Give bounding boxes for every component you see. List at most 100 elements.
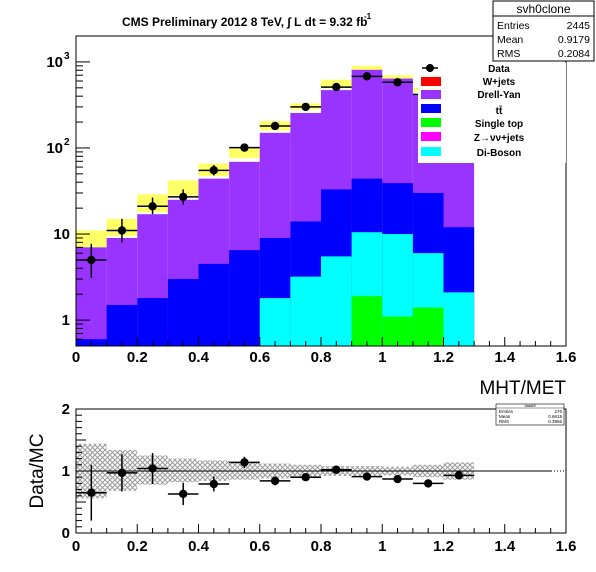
mc-uncertainty-bin — [229, 147, 260, 159]
ratio-x-tick-label: 0.2 — [127, 538, 148, 555]
ratio-x-tick-label: 1 — [378, 538, 386, 555]
ratio-point — [137, 453, 168, 485]
ratio-point — [167, 482, 199, 506]
stats-rms-value: 0.2084 — [558, 48, 590, 60]
stack-bar — [351, 296, 383, 346]
ratio-point — [106, 454, 138, 492]
x-axis-label: MHT/MET — [479, 378, 566, 399]
ratio-y-axis-label: Data/MC — [27, 434, 48, 509]
svg-text:W+jets: W+jets — [483, 77, 516, 88]
stack-bar — [229, 250, 260, 346]
stack-bar — [412, 307, 444, 346]
stats-mean-label: Mean — [497, 34, 523, 46]
ratio-x-tick-label: 0.6 — [249, 538, 270, 555]
legend-entry-drell-yan: Drell-Yan — [421, 90, 521, 101]
ratio-plot: 0 0.2 0.4 0.6 0.8 1 1.2 1.4 1.6 0 1 2 — [62, 401, 577, 555]
y-tick-label: 10 — [53, 226, 70, 243]
data-point — [76, 243, 107, 278]
y-tick-exponent: 3 — [64, 51, 70, 62]
ratio-x-tick-label: 0.4 — [188, 538, 210, 555]
mc-uncertainty-bin — [351, 65, 383, 72]
x-tick-label: 0 — [72, 349, 80, 366]
ratio-point — [76, 464, 107, 521]
ratio-stats-box: dataM Entries 276 Mean 0.6619 RMS 0.3966 — [495, 403, 565, 426]
legend: Data W+jets Drell-Yan tt̄ Single top Z→ν… — [418, 63, 566, 163]
mc-stack — [76, 69, 475, 347]
stats-mean-value: 0.9179 — [558, 34, 590, 46]
svg-text:Di-Boson: Di-Boson — [477, 148, 521, 159]
stats-entries-label: Entries — [497, 20, 530, 32]
stack-bar — [198, 263, 230, 346]
ratio-uncertainty-bin — [167, 458, 199, 483]
ratio-y-axis: 0 1 2 — [62, 401, 90, 542]
legend-entry-single-top: Single top — [421, 118, 523, 130]
data-point — [137, 197, 168, 215]
stack-bar — [321, 256, 352, 346]
data-point — [290, 102, 321, 112]
svg-text:Single top: Single top — [475, 119, 523, 130]
ratio-point — [351, 472, 383, 481]
x-tick-label: 1 — [378, 349, 386, 366]
legend-entry-data: Data — [422, 64, 510, 75]
x-tick-label: 0.4 — [188, 349, 210, 366]
stack-bar — [106, 304, 138, 346]
ratio-point — [290, 473, 321, 482]
stack-bar — [137, 298, 168, 346]
ratio-point — [259, 476, 291, 486]
ratio-x-tick-label: 1.4 — [494, 538, 516, 555]
ratio-point — [443, 471, 475, 480]
chart-title-superscript: -1 — [364, 12, 372, 21]
svg-text:Drell-Yan: Drell-Yan — [477, 90, 520, 101]
stats-entries-value: 2445 — [567, 20, 591, 32]
ratio-y-tick-label: 1 — [62, 463, 70, 480]
x-tick-label: 1.6 — [556, 349, 577, 366]
ratio-x-axis: 0 0.2 0.4 0.6 0.8 1 1.2 1.4 1.6 — [72, 524, 577, 555]
mc-uncertainty-bin — [167, 180, 199, 196]
stack-bar — [259, 298, 291, 346]
x-tick-label: 1.2 — [433, 349, 454, 366]
svg-text:dataM: dataM — [524, 403, 535, 408]
stack-bar — [290, 276, 321, 346]
ratio-point — [412, 479, 444, 488]
svg-text:276: 276 — [554, 409, 562, 414]
svg-text:RMS: RMS — [499, 419, 509, 424]
legend-entry-ttbar: tt̄ — [421, 104, 503, 117]
data-point — [321, 82, 352, 92]
data-point — [198, 164, 230, 176]
ratio-point — [382, 474, 413, 484]
x-tick-label: 0.8 — [311, 349, 332, 366]
x-tick-label: 0.6 — [249, 349, 270, 366]
x-tick-label: 0.2 — [127, 349, 148, 366]
stats-box: svh0clone Entries 2445 Mean 0.9179 RMS 0… — [492, 0, 595, 62]
ratio-y-tick-label: 2 — [62, 401, 70, 418]
chart-title: CMS Preliminary 2012 8 TeV, ∫ L dt = 9.3… — [122, 15, 368, 29]
svg-text:Z→νν+jets: Z→νν+jets — [474, 133, 525, 144]
data-points — [76, 72, 444, 278]
ratio-point — [198, 476, 230, 492]
ratio-x-tick-label: 1.6 — [556, 538, 577, 555]
legend-entry-w-jets: W+jets — [421, 77, 516, 88]
legend-entry-z-nunu-jets: Z→νν+jets — [421, 132, 525, 144]
ratio-x-tick-label: 0 — [72, 538, 80, 555]
ratio-x-tick-label: 1.2 — [433, 538, 454, 555]
y-tick-label: 10 — [46, 54, 63, 71]
svg-text:0.3966: 0.3966 — [548, 419, 562, 424]
svg-text:Mean: Mean — [499, 414, 511, 419]
stack-bar — [167, 279, 199, 346]
y-tick-label: 1 — [62, 312, 70, 329]
y-tick-label: 10 — [46, 140, 63, 157]
data-point — [382, 78, 413, 87]
y-tick-exponent: 2 — [64, 137, 70, 148]
ratio-point — [321, 465, 352, 474]
data-point — [229, 143, 260, 152]
data-point — [106, 218, 138, 243]
data-point — [351, 72, 383, 81]
main-x-axis: 0 0.2 0.4 0.6 0.8 1 1.2 1.4 1.6 — [72, 337, 577, 366]
ratio-x-tick-label: 0.8 — [311, 538, 332, 555]
svg-text:Entries: Entries — [499, 409, 514, 414]
data-point — [167, 189, 199, 205]
svg-text:Data: Data — [488, 64, 510, 75]
